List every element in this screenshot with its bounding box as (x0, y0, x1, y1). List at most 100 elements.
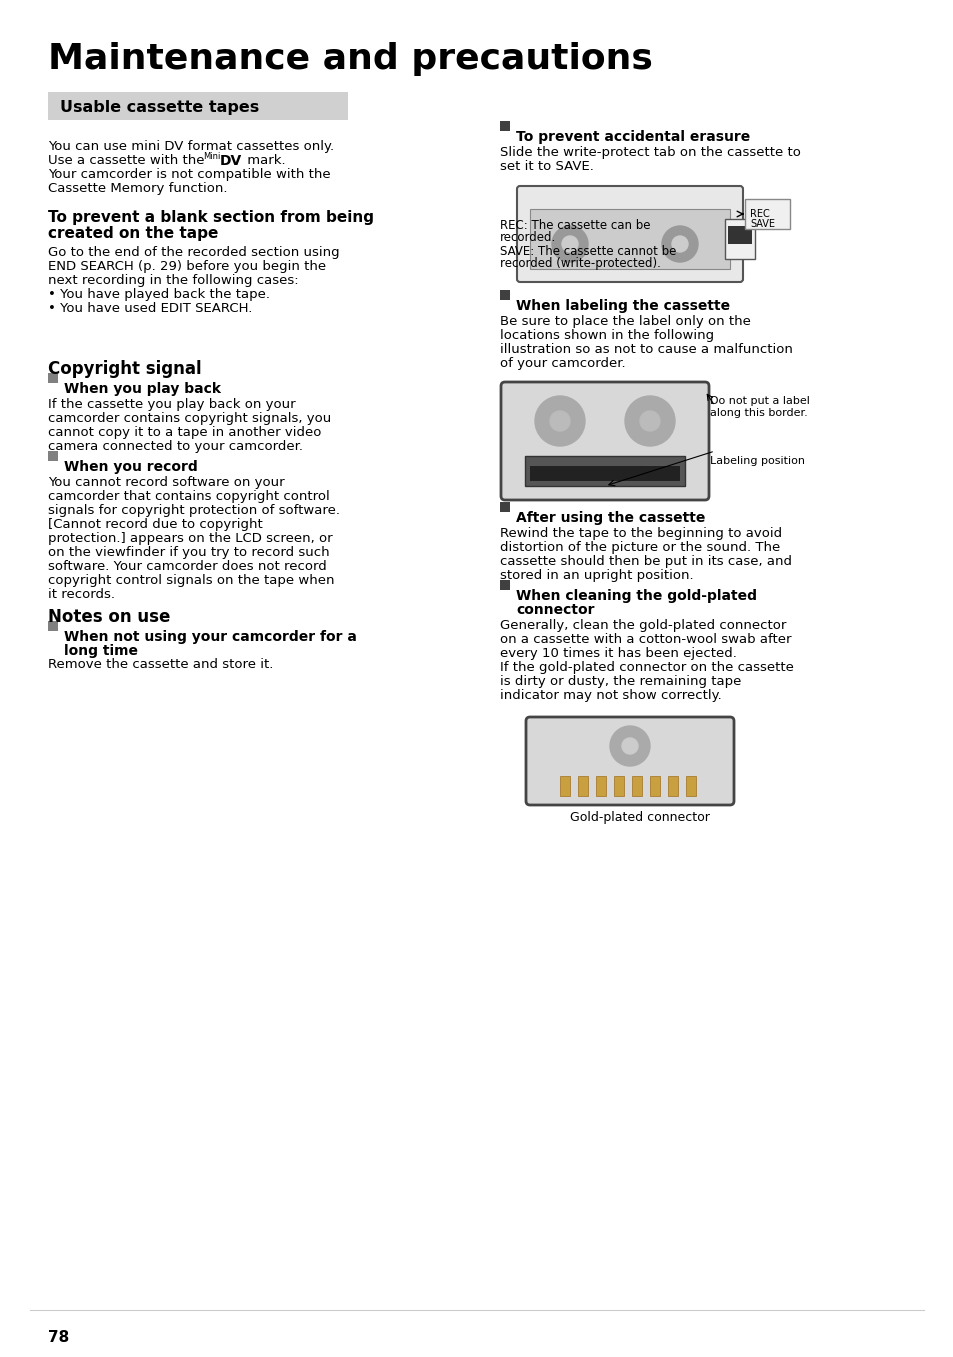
Text: stored in an upright position.: stored in an upright position. (499, 569, 693, 582)
Text: • You have played back the tape.: • You have played back the tape. (48, 288, 270, 301)
Circle shape (552, 227, 587, 262)
Text: camcorder that contains copyright control: camcorder that contains copyright contro… (48, 490, 330, 503)
Text: SAVE: SAVE (749, 218, 774, 229)
Text: SAVE: The cassette cannot be: SAVE: The cassette cannot be (499, 246, 676, 258)
Text: mark.: mark. (243, 153, 285, 167)
Text: Rewind the tape to the beginning to avoid: Rewind the tape to the beginning to avoi… (499, 527, 781, 540)
Text: illustration so as not to cause a malfunction: illustration so as not to cause a malfun… (499, 343, 792, 356)
Text: is dirty or dusty, the remaining tape: is dirty or dusty, the remaining tape (499, 674, 740, 688)
Bar (685, 776, 696, 797)
Text: locations shown in the following: locations shown in the following (499, 328, 714, 342)
Bar (499, 121, 510, 132)
Bar (48, 373, 58, 383)
Text: REC: REC (749, 209, 769, 218)
Circle shape (609, 726, 649, 765)
Text: DV: DV (220, 153, 242, 168)
Text: If the gold-plated connector on the cassette: If the gold-plated connector on the cass… (499, 661, 793, 674)
Bar (578, 776, 587, 797)
Bar (48, 451, 58, 461)
Text: Notes on use: Notes on use (48, 608, 171, 626)
Text: You can use mini DV format cassettes only.: You can use mini DV format cassettes onl… (48, 140, 334, 153)
FancyBboxPatch shape (525, 716, 733, 805)
Text: Usable cassette tapes: Usable cassette tapes (60, 99, 259, 114)
Text: REC: The cassette can be: REC: The cassette can be (499, 218, 650, 232)
Text: set it to SAVE.: set it to SAVE. (499, 160, 594, 172)
Text: copyright control signals on the tape when: copyright control signals on the tape wh… (48, 574, 335, 588)
Bar (614, 776, 623, 797)
Circle shape (621, 738, 638, 754)
Text: Generally, clean the gold-plated connector: Generally, clean the gold-plated connect… (499, 619, 785, 632)
Bar (596, 776, 605, 797)
Text: next recording in the following cases:: next recording in the following cases: (48, 274, 298, 286)
Text: When you play back: When you play back (64, 383, 221, 396)
Bar (559, 776, 569, 797)
Text: Remove the cassette and store it.: Remove the cassette and store it. (48, 658, 274, 670)
Bar (499, 502, 510, 512)
Text: You cannot record software on your: You cannot record software on your (48, 476, 284, 489)
Text: it records.: it records. (48, 588, 115, 601)
Bar (48, 622, 58, 631)
Bar (724, 218, 754, 259)
Bar (667, 776, 678, 797)
Text: Be sure to place the label only on the: Be sure to place the label only on the (499, 315, 750, 328)
Text: distortion of the picture or the sound. The: distortion of the picture or the sound. … (499, 541, 780, 554)
Text: Cassette Memory function.: Cassette Memory function. (48, 182, 227, 195)
Bar (524, 456, 684, 486)
Bar (631, 776, 641, 797)
Text: When cleaning the gold-plated: When cleaning the gold-plated (516, 589, 757, 603)
Text: When labeling the cassette: When labeling the cassette (516, 299, 729, 313)
Text: signals for copyright protection of software.: signals for copyright protection of soft… (48, 503, 339, 517)
Circle shape (639, 411, 659, 432)
FancyBboxPatch shape (517, 186, 742, 282)
Text: every 10 times it has been ejected.: every 10 times it has been ejected. (499, 647, 736, 660)
Text: connector: connector (516, 603, 594, 617)
Text: When you record: When you record (64, 460, 197, 474)
Text: camera connected to your camcorder.: camera connected to your camcorder. (48, 440, 303, 453)
FancyBboxPatch shape (500, 383, 708, 499)
Bar (649, 776, 659, 797)
Circle shape (661, 227, 698, 262)
Text: long time: long time (64, 645, 138, 658)
Text: Copyright signal: Copyright signal (48, 360, 201, 379)
Text: indicator may not show correctly.: indicator may not show correctly. (499, 689, 721, 702)
Text: created on the tape: created on the tape (48, 227, 218, 242)
Text: Maintenance and precautions: Maintenance and precautions (48, 42, 652, 76)
Text: Slide the write-protect tab on the cassette to: Slide the write-protect tab on the casse… (499, 147, 800, 159)
Text: END SEARCH (p. 29) before you begin the: END SEARCH (p. 29) before you begin the (48, 261, 326, 273)
Text: Your camcorder is not compatible with the: Your camcorder is not compatible with th… (48, 168, 331, 180)
Bar (744, 199, 789, 229)
Text: Go to the end of the recorded section using: Go to the end of the recorded section us… (48, 246, 339, 259)
Text: protection.] appears on the LCD screen, or: protection.] appears on the LCD screen, … (48, 532, 333, 546)
Text: of your camcorder.: of your camcorder. (499, 357, 625, 370)
Text: If the cassette you play back on your: If the cassette you play back on your (48, 398, 295, 411)
Text: To prevent accidental erasure: To prevent accidental erasure (516, 130, 749, 144)
Text: • You have used EDIT SEARCH.: • You have used EDIT SEARCH. (48, 303, 253, 315)
Text: To prevent a blank section from being: To prevent a blank section from being (48, 210, 374, 225)
Text: Mini: Mini (203, 152, 220, 161)
Bar (727, 227, 751, 244)
Bar (499, 579, 510, 590)
Bar (530, 465, 679, 480)
Text: 78: 78 (48, 1330, 70, 1345)
Text: When not using your camcorder for a: When not using your camcorder for a (64, 630, 356, 645)
Text: Do not put a label
along this border.: Do not put a label along this border. (709, 396, 809, 418)
FancyBboxPatch shape (530, 209, 729, 269)
Text: cassette should then be put in its case, and: cassette should then be put in its case,… (499, 555, 791, 569)
Circle shape (671, 236, 687, 252)
Text: Gold-plated connector: Gold-plated connector (569, 811, 709, 824)
Text: software. Your camcorder does not record: software. Your camcorder does not record (48, 560, 327, 573)
Circle shape (550, 411, 569, 432)
Text: recorded (write-protected).: recorded (write-protected). (499, 256, 660, 270)
Text: on the viewfinder if you try to record such: on the viewfinder if you try to record s… (48, 546, 330, 559)
Text: on a cassette with a cotton-wool swab after: on a cassette with a cotton-wool swab af… (499, 632, 791, 646)
Text: Labeling position: Labeling position (709, 456, 804, 465)
Text: recorded.: recorded. (499, 231, 556, 244)
Text: After using the cassette: After using the cassette (516, 512, 704, 525)
Circle shape (624, 396, 675, 446)
Text: cannot copy it to a tape in another video: cannot copy it to a tape in another vide… (48, 426, 321, 440)
Text: Use a cassette with the: Use a cassette with the (48, 153, 209, 167)
Circle shape (561, 236, 578, 252)
FancyBboxPatch shape (48, 92, 348, 119)
Circle shape (535, 396, 584, 446)
Text: [Cannot record due to copyright: [Cannot record due to copyright (48, 518, 262, 531)
